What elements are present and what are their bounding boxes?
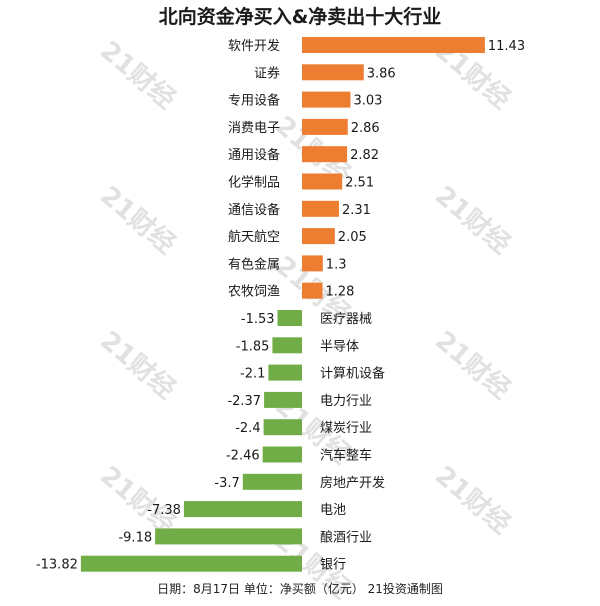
category-label: 化学制品 bbox=[228, 175, 280, 191]
bar-15 bbox=[263, 419, 302, 436]
category-label: 煤炭行业 bbox=[320, 421, 372, 436]
value-label: -1.85 bbox=[236, 339, 270, 354]
value-label: 2.82 bbox=[350, 148, 379, 163]
chart-title: 北向资金净买入&净卖出十大行业 bbox=[158, 6, 442, 28]
bar-8 bbox=[302, 228, 335, 245]
category-label: 银行 bbox=[320, 558, 346, 573]
category-label: 航天航空 bbox=[228, 229, 280, 245]
category-label: 通用设备 bbox=[228, 147, 280, 163]
category-label: 房地产开发 bbox=[320, 475, 385, 491]
bar-1 bbox=[302, 37, 485, 53]
value-label: 3.86 bbox=[367, 66, 396, 81]
value-label: -2.4 bbox=[235, 421, 260, 436]
category-label: 软件开发 bbox=[228, 38, 280, 54]
category-label: 有色金属 bbox=[228, 256, 280, 272]
value-label: 2.86 bbox=[351, 121, 380, 136]
bar-18 bbox=[183, 501, 302, 518]
bar-7 bbox=[302, 200, 339, 217]
value-label: -7.38 bbox=[147, 503, 181, 518]
category-label: 通信设备 bbox=[228, 202, 280, 218]
category-label: 汽车整车 bbox=[320, 448, 372, 464]
value-label: 1.3 bbox=[326, 257, 347, 272]
bar-17 bbox=[242, 473, 302, 490]
category-label: 计算机设备 bbox=[320, 366, 385, 382]
bar-16 bbox=[262, 446, 302, 463]
value-label: -13.82 bbox=[36, 558, 78, 573]
footer-note: 日期：8月17日 单位：净买额（亿元） 21投资通制图 bbox=[157, 582, 443, 596]
bar-12 bbox=[272, 337, 302, 354]
bar-5 bbox=[302, 146, 348, 163]
bar-13 bbox=[268, 364, 302, 381]
value-label: 3.03 bbox=[353, 94, 382, 109]
category-label: 电池 bbox=[320, 503, 346, 518]
bar-10 bbox=[302, 282, 323, 299]
bar-11 bbox=[277, 310, 302, 326]
bar-14 bbox=[264, 391, 302, 408]
bar-6 bbox=[302, 173, 343, 190]
category-label: 农牧饲渔 bbox=[228, 285, 280, 300]
category-label: 电力行业 bbox=[320, 394, 372, 409]
bar-3 bbox=[302, 91, 351, 108]
bar-9 bbox=[302, 255, 323, 272]
category-label: 专用设备 bbox=[228, 93, 280, 109]
category-label: 消费电子 bbox=[228, 121, 280, 136]
bar-2 bbox=[302, 64, 364, 81]
value-label: -2.1 bbox=[240, 367, 265, 382]
bar-19 bbox=[155, 528, 302, 545]
category-label: 酿酒行业 bbox=[320, 529, 372, 545]
value-label: -2.37 bbox=[227, 394, 261, 409]
category-label: 医疗器械 bbox=[320, 312, 372, 327]
value-label: -3.7 bbox=[214, 476, 239, 491]
bar-20 bbox=[80, 555, 302, 572]
value-label: 1.28 bbox=[325, 285, 354, 300]
value-label: 2.05 bbox=[338, 230, 367, 245]
value-label: 2.31 bbox=[342, 203, 371, 218]
value-label: -9.18 bbox=[118, 530, 152, 545]
value-label: -1.53 bbox=[241, 312, 275, 327]
value-label: 2.51 bbox=[345, 176, 374, 191]
value-label: -2.46 bbox=[226, 449, 260, 464]
category-label: 半导体 bbox=[320, 339, 359, 354]
category-label: 证券 bbox=[254, 65, 280, 81]
value-label: 11.43 bbox=[488, 39, 525, 54]
bar-4 bbox=[302, 118, 348, 135]
